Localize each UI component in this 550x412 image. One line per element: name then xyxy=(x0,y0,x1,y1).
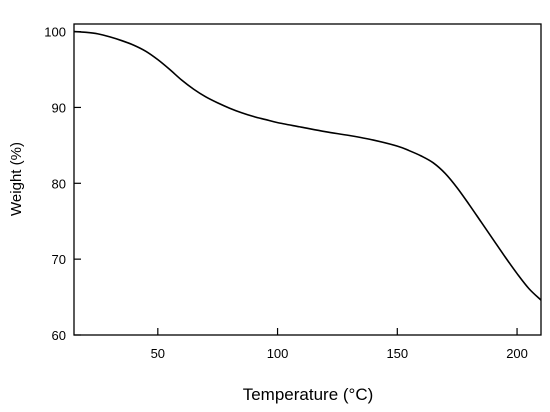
series-line-0 xyxy=(74,30,541,301)
x-tick-label: 100 xyxy=(267,346,289,361)
x-axis-title: Temperature (°C) xyxy=(243,385,374,404)
x-tick-label: 150 xyxy=(386,346,408,361)
y-tick-label: 80 xyxy=(52,176,66,191)
x-tick-label: 50 xyxy=(151,346,165,361)
y-tick-label: 60 xyxy=(52,328,66,343)
plot-area-frame xyxy=(73,23,542,336)
y-tick-label: 100 xyxy=(44,25,66,40)
x-axis-ticks: 50 100 150 200 xyxy=(151,328,528,361)
y-axis-title: Weight (%) xyxy=(8,142,25,216)
y-tick-label: 70 xyxy=(52,252,66,267)
x-tick-label: 200 xyxy=(506,346,528,361)
y-axis-ticks: 60 70 80 90 100 xyxy=(44,25,81,343)
y-tick-label: 90 xyxy=(52,100,66,115)
series-layer xyxy=(74,30,541,301)
